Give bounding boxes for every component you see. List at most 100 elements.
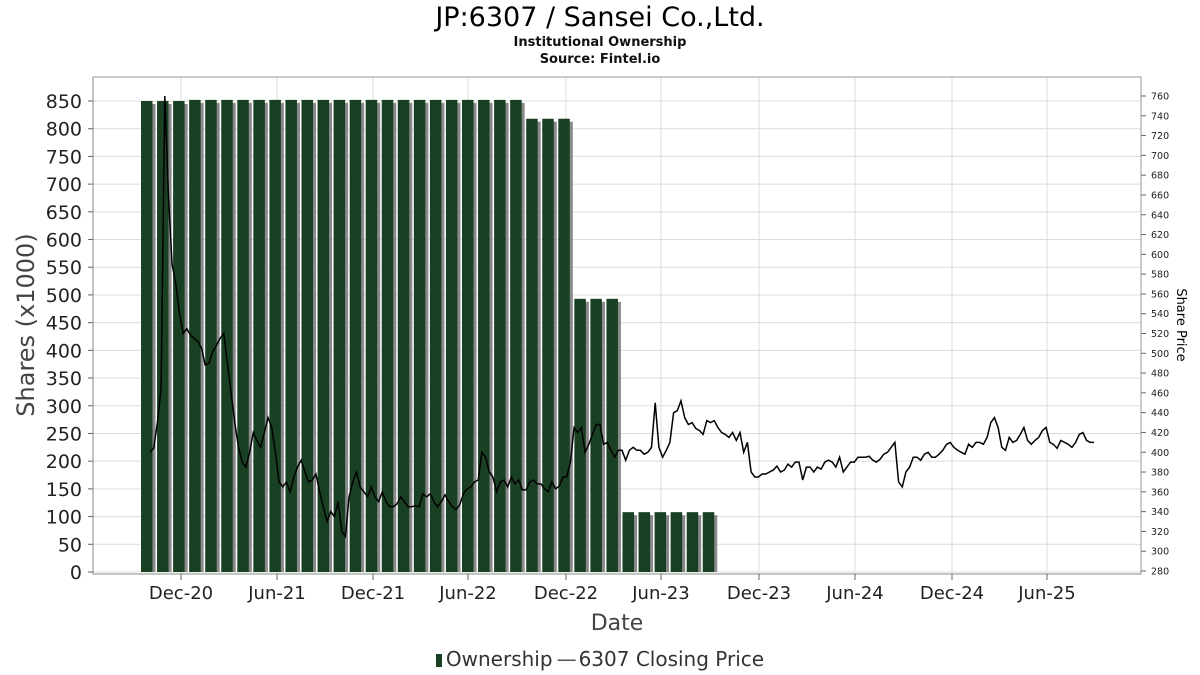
- x-tick-label: Dec-20: [149, 583, 213, 604]
- x-tick-label: Dec-24: [920, 583, 984, 604]
- y-tick-label: 150: [46, 479, 82, 501]
- y2-tick-label: 580: [1151, 270, 1169, 281]
- y-tick-label: 500: [46, 285, 82, 307]
- y-axis-left: 0 50 100 150 200 250 300 350 400 450 500 550 600 650 7…: [46, 77, 94, 584]
- ownership-bar: [269, 99, 281, 573]
- ownership-bar: [478, 99, 490, 573]
- ownership-bar: [317, 99, 330, 573]
- x-tick-label: Jun-21: [247, 583, 306, 604]
- y-tick-label: 50: [58, 534, 82, 556]
- legend-ownership-label: Ownership: [445, 647, 553, 671]
- ownership-bar: [381, 99, 394, 573]
- ownership-bar: [526, 118, 538, 573]
- y2-tick-label: 360: [1151, 487, 1169, 498]
- y2-tick-label: 500: [1151, 349, 1169, 360]
- price-line-path: [149, 95, 1094, 539]
- ownership-bar: [141, 101, 153, 572]
- y-tick-label: 450: [46, 313, 82, 335]
- ownership-bar: [157, 101, 169, 572]
- ownership-bar: [349, 99, 362, 573]
- y-tick-label: 300: [46, 396, 82, 418]
- y2-tick-label: 400: [1151, 448, 1169, 459]
- x-tick-label: Jun-23: [631, 583, 690, 604]
- y-axis-right: 280 300 320 340 360 380 400 420 440 460 480 500 520 5…: [1141, 92, 1169, 578]
- y2-tick-label: 480: [1151, 369, 1169, 380]
- price-line: [149, 95, 1094, 539]
- ownership-bar: [253, 99, 265, 573]
- y2-tick-label: 520: [1151, 329, 1169, 340]
- ownership-bar: [558, 118, 570, 573]
- x-tick-label: Dec-21: [341, 583, 405, 604]
- ownership-bar: [686, 512, 699, 572]
- x-axis-label: Date: [591, 611, 644, 636]
- ownership-bar: [237, 99, 249, 573]
- y2-tick-label: 540: [1151, 309, 1169, 320]
- y2-tick-label: 660: [1151, 190, 1169, 201]
- y-tick-label: 600: [46, 230, 82, 252]
- ownership-bar: [462, 99, 474, 573]
- y-tick-label: 0: [70, 562, 82, 584]
- y-tick-label: 250: [46, 423, 82, 445]
- ownership-bar: [429, 99, 442, 573]
- y2-tick-label: 380: [1151, 468, 1169, 479]
- y2-tick-label: 280: [1151, 567, 1169, 578]
- y2-tick-label: 320: [1151, 527, 1169, 538]
- ownership-legend-swatch: [435, 654, 442, 667]
- ownership-bar: [638, 512, 651, 572]
- ownership-bar: [445, 99, 458, 573]
- x-tick-label: Jun-24: [825, 583, 884, 604]
- ownership-bar: [542, 118, 554, 573]
- ownership-bar: [301, 99, 313, 573]
- x-tick-label: Dec-22: [534, 583, 598, 604]
- y-tick-label: 100: [46, 507, 82, 529]
- y2-tick-label: 300: [1151, 547, 1169, 558]
- ownership-bar: [654, 512, 667, 572]
- y2-tick-label: 440: [1151, 408, 1169, 419]
- ownership-bar: [494, 99, 506, 573]
- ownership-bar: [365, 99, 378, 573]
- y2-tick-label: 680: [1151, 171, 1169, 182]
- ownership-bar: [285, 99, 297, 573]
- y-tick-label: 800: [46, 119, 82, 141]
- ownership-bar: [189, 99, 201, 573]
- y-tick-label: 550: [46, 257, 82, 279]
- chart-subtitle: Institutional Ownership: [513, 35, 687, 50]
- y2-tick-label: 700: [1151, 151, 1169, 162]
- y2-tick-label: 760: [1151, 92, 1169, 103]
- ownership-bar: [670, 512, 683, 572]
- y-axis-label: Shares (x1000): [12, 233, 40, 416]
- y2-axis-label: Share Price: [1173, 288, 1188, 361]
- y2-tick-label: 620: [1151, 230, 1169, 241]
- ownership-bar: [510, 99, 522, 573]
- y2-tick-label: 720: [1151, 131, 1169, 142]
- ownership-bar: [333, 99, 346, 573]
- ownership-bar: [574, 298, 586, 572]
- y2-tick-label: 740: [1151, 111, 1169, 122]
- y2-tick-label: 600: [1151, 250, 1169, 261]
- x-axis: Dec-20 Jun-21 Dec-21 Jun-22 Dec-22 Jun-23 Dec-…: [93, 573, 1141, 604]
- y2-tick-label: 340: [1151, 507, 1169, 518]
- x-tick-label: Dec-23: [727, 583, 791, 604]
- ownership-bar: [413, 99, 426, 573]
- chart-title: JP:6307 / Sansei Co.,Ltd.: [435, 2, 765, 33]
- y2-tick-label: 560: [1151, 289, 1169, 300]
- y-tick-label: 400: [46, 340, 82, 362]
- ownership-bar: [622, 512, 634, 572]
- y-tick-label: 850: [46, 91, 82, 113]
- price-legend-swatch: —: [556, 647, 577, 671]
- ownership-bar: [221, 99, 233, 573]
- ownership-bar: [205, 99, 217, 573]
- y2-tick-label: 640: [1151, 210, 1169, 221]
- legend-price-label: 6307 Closing Price: [578, 647, 765, 671]
- ownership-bar: [606, 298, 618, 572]
- ownership-bar: [397, 99, 410, 573]
- y-tick-label: 350: [46, 368, 82, 390]
- chart-legend: Ownership —6307 Closing Price: [0, 647, 1200, 671]
- ownership-bar: [173, 101, 185, 572]
- y-tick-label: 650: [46, 202, 82, 224]
- ownership-bar: [590, 298, 602, 572]
- x-tick-label: Jun-22: [438, 583, 497, 604]
- y-tick-label: 200: [46, 451, 82, 473]
- y2-tick-label: 460: [1151, 388, 1169, 399]
